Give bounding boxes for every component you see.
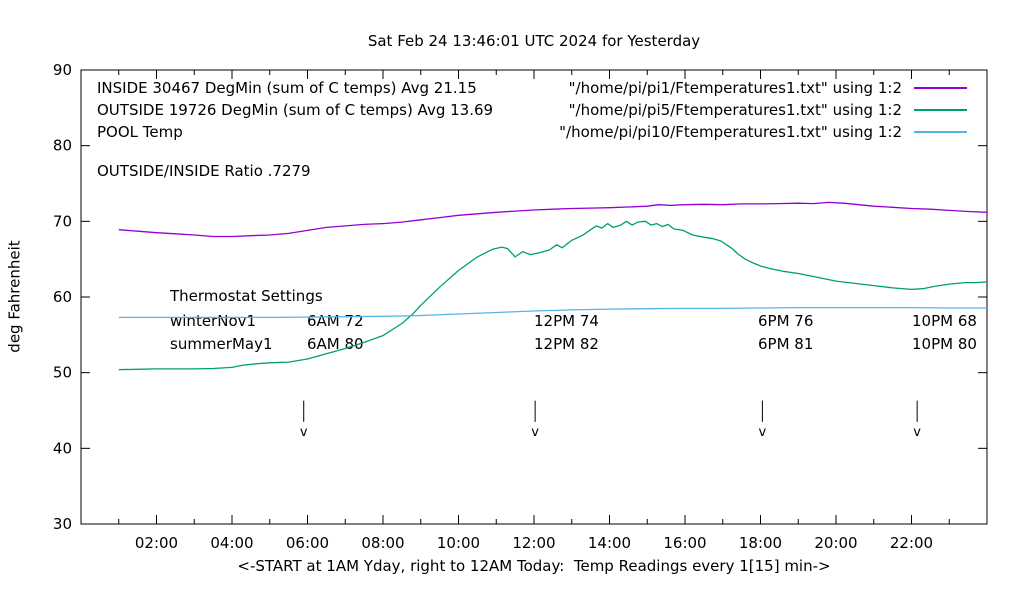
setting-12pm: 12PM 82 — [534, 335, 599, 353]
y-tick-label: 90 — [53, 61, 72, 79]
series-line-inside — [118, 201, 988, 238]
x-tick-label: 16:00 — [663, 534, 706, 552]
season-label: winterNov1 — [170, 312, 257, 330]
season-label: summerMay1 — [170, 335, 273, 353]
ratio-text: OUTSIDE/INSIDE Ratio .7279 — [97, 162, 311, 180]
event-arrow-head: v — [300, 425, 308, 440]
legend-file-outside: "/home/pi/pi5/Ftemperatures1.txt" using … — [568, 101, 902, 119]
x-tick-label: 12:00 — [512, 534, 555, 552]
x-tick-label: 22:00 — [890, 534, 933, 552]
event-arrow-head: v — [531, 425, 539, 440]
setting-10pm: 10PM 68 — [912, 312, 977, 330]
x-tick-label: 14:00 — [588, 534, 631, 552]
legend-label-pool: POOL Temp — [97, 123, 183, 141]
legend-line-sample-inside — [914, 87, 967, 89]
x-tick-label: 20:00 — [814, 534, 857, 552]
setting-10pm: 10PM 80 — [912, 335, 977, 353]
y-tick-label: 60 — [53, 288, 72, 306]
legend-line-sample-outside — [914, 109, 967, 111]
legend-label-inside: INSIDE 30467 DegMin (sum of C temps) Avg… — [97, 79, 477, 97]
setting-6pm: 6PM 81 — [758, 335, 814, 353]
y-tick-label: 80 — [53, 137, 72, 155]
x-tick-label: 18:00 — [739, 534, 782, 552]
y-tick-label: 40 — [53, 439, 72, 457]
thermostat-heading: Thermostat Settings — [170, 287, 323, 305]
x-tick-label: 06:00 — [286, 534, 329, 552]
y-tick-label: 70 — [53, 212, 72, 230]
setting-6pm: 6PM 76 — [758, 312, 814, 330]
setting-6am: 6AM 80 — [307, 335, 364, 353]
y-tick-label: 30 — [53, 515, 72, 533]
legend-file-pool: "/home/pi/pi10/Ftemperatures1.txt" using… — [559, 123, 902, 141]
legend-file-inside: "/home/pi/pi1/Ftemperatures1.txt" using … — [568, 79, 902, 97]
x-tick-label: 10:00 — [437, 534, 480, 552]
chart-title: Sat Feb 24 13:46:01 UTC 2024 for Yesterd… — [367, 32, 701, 50]
x-tick-label: 02:00 — [135, 534, 178, 552]
x-axis-title: <-START at 1AM Yday, right to 12AM Today… — [237, 557, 831, 575]
event-arrow-head: v — [913, 425, 921, 440]
setting-6am: 6AM 72 — [307, 312, 364, 330]
event-arrow-head: v — [759, 425, 767, 440]
legend-line-sample-pool — [914, 131, 967, 133]
y-axis-title: deg Fahrenheit — [5, 240, 24, 353]
y-tick-label: 50 — [53, 364, 72, 382]
x-tick-label: 08:00 — [361, 534, 404, 552]
setting-12pm: 12PM 74 — [534, 312, 599, 330]
legend-label-outside: OUTSIDE 19726 DegMin (sum of C temps) Av… — [97, 101, 494, 119]
x-tick-label: 04:00 — [210, 534, 253, 552]
